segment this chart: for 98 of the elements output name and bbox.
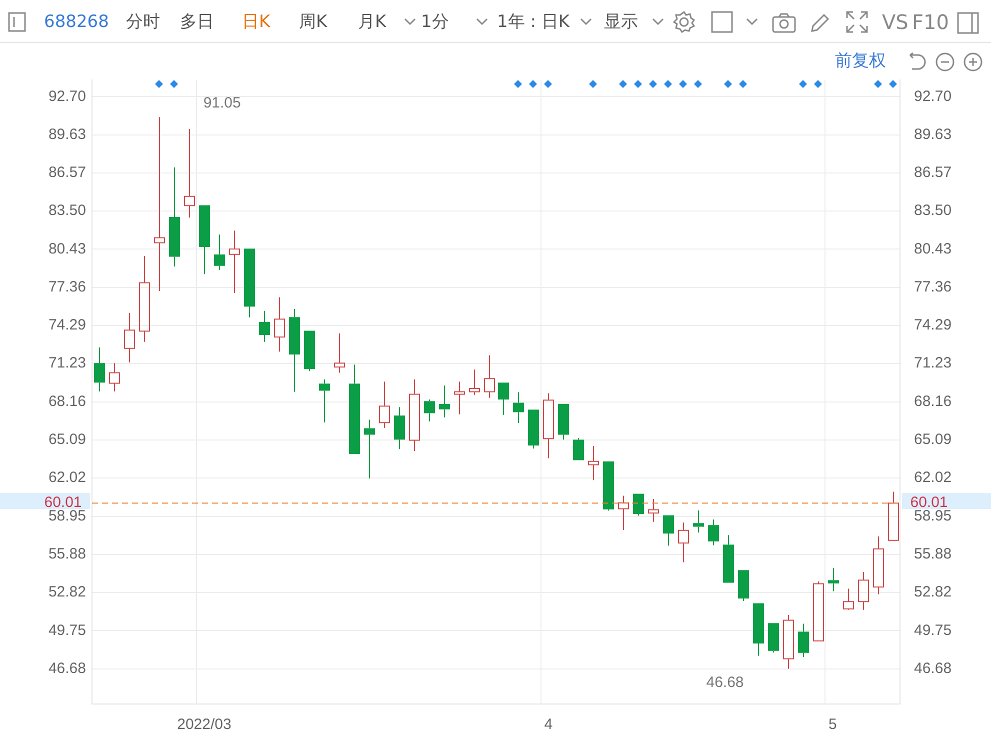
text: 多日 <box>180 12 214 32</box>
y-tick-label: 77.36 <box>48 278 86 296</box>
candlestick <box>424 399 435 422</box>
text: 688268 <box>44 12 109 32</box>
y-tick-label: 46.68 <box>48 660 86 677</box>
candlestick <box>379 381 390 428</box>
y-tick-label: 52.82 <box>48 584 86 601</box>
candlestick <box>768 623 779 654</box>
y2-tick-label: 46.68 <box>914 660 952 677</box>
y2-tick-label: 86.57 <box>914 164 952 182</box>
annotation: 46.68 <box>706 674 744 691</box>
y-tick-label: 86.57 <box>48 164 86 182</box>
text: 分时 <box>126 12 160 32</box>
candlestick <box>558 404 569 440</box>
text: 显示 <box>604 12 638 32</box>
y-tick-label: 68.16 <box>48 392 86 410</box>
candlestick <box>888 491 899 541</box>
candlestick <box>573 438 584 460</box>
y2-tick-label: 55.88 <box>914 546 952 563</box>
y-tick-label: 65.09 <box>48 431 86 448</box>
candlestick <box>199 205 210 275</box>
y2-tick-label: 65.09 <box>914 431 952 448</box>
candlestick <box>229 230 240 294</box>
candlestick <box>124 312 135 363</box>
candlestick <box>304 330 315 372</box>
y2-tick-label: 89.63 <box>914 126 952 143</box>
text: 1分 <box>421 12 449 32</box>
candlestick <box>798 623 809 658</box>
candlestick <box>109 362 120 392</box>
candlestick <box>214 234 225 270</box>
x-tick-label: 2022/03 <box>177 716 232 734</box>
candlestick <box>94 346 105 392</box>
text: 前复权 <box>835 51 886 71</box>
candlestick <box>753 603 764 656</box>
candlestick <box>454 381 465 415</box>
candlestick <box>439 384 450 418</box>
candlestick <box>498 382 509 416</box>
y-tick-label: 74.29 <box>48 316 86 334</box>
candlestick <box>858 571 869 610</box>
y2-tick-label: 68.16 <box>914 392 952 410</box>
candlestick <box>394 406 405 450</box>
y2-tick-label: 80.43 <box>914 240 952 258</box>
y2-tick-label: 52.82 <box>914 584 952 601</box>
candlestick <box>828 568 839 592</box>
candlestick <box>274 296 285 352</box>
x-tick-label: 5 <box>828 716 837 734</box>
candlestick <box>364 419 375 479</box>
y-tick-label: 55.88 <box>48 546 86 563</box>
candlestick <box>738 570 749 602</box>
candlestick <box>783 614 794 670</box>
candlestick <box>843 588 854 610</box>
x-tick-label: 4 <box>544 716 553 734</box>
candlestick <box>663 515 674 546</box>
y2-tick-label: 62.02 <box>914 469 952 486</box>
y-tick-label: 71.23 <box>48 354 86 372</box>
text: 周K <box>299 12 328 32</box>
candlestick <box>154 116 165 292</box>
y-tick-label: 83.50 <box>48 202 86 220</box>
y2-tick-label: 74.29 <box>914 316 952 334</box>
candlestick <box>678 522 689 563</box>
text: 月K <box>358 12 386 32</box>
candlestick <box>334 332 345 374</box>
candlestick <box>543 392 554 459</box>
candlestick <box>633 494 644 516</box>
candlestick <box>873 536 884 595</box>
text: VS <box>882 10 908 34</box>
candlestick <box>409 378 420 452</box>
candlestick <box>528 410 539 450</box>
candlestick <box>723 534 734 583</box>
text: 1年 : 日K <box>497 12 570 32</box>
y2-tick-label: 49.75 <box>914 622 952 639</box>
y-tick-label: 80.43 <box>48 240 86 258</box>
candlestick <box>469 369 480 396</box>
candlestick <box>169 166 180 267</box>
candlestick <box>259 310 270 342</box>
y-tick-label: 89.63 <box>48 126 86 143</box>
candlestick <box>349 364 360 454</box>
candlestick <box>513 392 524 424</box>
y-tick-label: 62.02 <box>48 469 86 486</box>
annotation: 91.05 <box>203 94 241 112</box>
y2-tick-label: 83.50 <box>914 202 952 220</box>
candlestick <box>139 256 150 342</box>
y-tick-label: 49.75 <box>48 622 86 639</box>
candlestick <box>693 510 704 534</box>
candlestick <box>588 445 599 481</box>
candlestick <box>184 128 195 218</box>
y2-tick-label: 92.70 <box>914 88 952 105</box>
candlestick <box>648 498 659 522</box>
y-tick-label: 92.70 <box>48 88 86 105</box>
candlestick <box>618 495 629 530</box>
candlestick <box>484 354 495 398</box>
text: 日K <box>242 12 270 32</box>
y2-tick-label: 71.23 <box>914 354 952 372</box>
candlestick <box>289 308 300 392</box>
y2-tick-label: 77.36 <box>914 278 952 296</box>
candlestick <box>708 519 719 546</box>
candlestick <box>319 378 330 423</box>
text: F10 <box>912 10 949 34</box>
